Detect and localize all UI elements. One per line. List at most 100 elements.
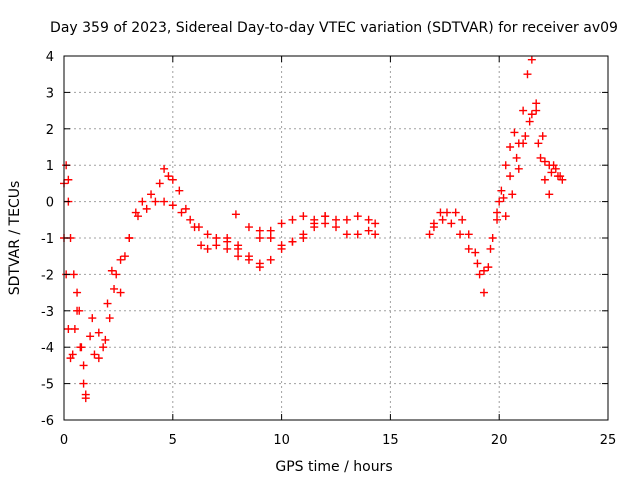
data-point [371, 230, 380, 239]
data-point [332, 223, 340, 232]
data-point [277, 219, 286, 228]
data-point [101, 335, 110, 344]
data-point [288, 237, 297, 246]
data-point [501, 161, 510, 170]
data-point [353, 230, 362, 239]
data-point [112, 270, 121, 279]
data-point [532, 99, 541, 108]
data-point [70, 325, 79, 333]
data-point [244, 252, 253, 261]
data-point [94, 328, 103, 337]
data-point [532, 106, 541, 115]
data-point [527, 55, 536, 64]
data-point [99, 343, 108, 352]
data-point [64, 175, 73, 184]
data-point [79, 361, 88, 370]
data-point [551, 164, 560, 173]
y-tick-label: -4 [41, 341, 54, 356]
y-tick-label: 4 [46, 50, 54, 65]
data-point [442, 208, 451, 217]
data-point [103, 299, 112, 308]
data-point [475, 270, 484, 279]
data-point [234, 252, 243, 261]
data-point [447, 219, 456, 228]
data-point [519, 139, 528, 148]
data-point [501, 212, 510, 221]
data-point [540, 157, 549, 166]
data-point [81, 390, 90, 399]
data-point [527, 110, 536, 119]
data-point [506, 172, 515, 181]
data-point [151, 197, 160, 206]
data-point [164, 172, 173, 181]
data-point [175, 186, 184, 195]
data-point [523, 70, 532, 79]
y-tick-label: 0 [46, 196, 54, 211]
data-point [203, 230, 212, 239]
series-track-9 [429, 99, 567, 275]
data-point [506, 143, 515, 151]
data-point [266, 226, 275, 235]
data-point [519, 106, 528, 115]
data-point [120, 252, 129, 261]
y-tick-label: -2 [41, 268, 54, 283]
data-point [525, 117, 534, 126]
data-point [244, 223, 253, 232]
data-point [508, 190, 517, 199]
data-point [168, 201, 177, 210]
data-point [168, 175, 177, 184]
data-point [277, 241, 286, 250]
data-point [438, 215, 447, 224]
y-axis-label: SDTVAR / TECUs [7, 181, 23, 296]
data-point [429, 223, 438, 232]
data-point [558, 175, 567, 184]
data-point [486, 244, 495, 253]
x-tick-label: 10 [273, 433, 290, 448]
data-point [186, 215, 195, 224]
data-point [538, 132, 547, 141]
data-point [231, 210, 240, 219]
x-tick-label: 5 [169, 433, 177, 448]
series-track-6 [244, 212, 380, 250]
data-point [255, 263, 264, 272]
data-point [110, 284, 119, 293]
series-track-7 [255, 212, 330, 242]
y-tick-label: -5 [41, 378, 54, 393]
data-point [223, 234, 232, 242]
data-point [510, 128, 519, 137]
data-point [514, 164, 523, 173]
y-tick-label: 1 [46, 159, 54, 174]
data-point [77, 343, 86, 352]
data-point [547, 168, 556, 177]
data-point [266, 255, 275, 264]
data-point [73, 288, 82, 297]
data-point [493, 215, 502, 224]
x-tick-label: 15 [382, 433, 399, 448]
data-point [138, 197, 147, 206]
data-point [364, 226, 373, 235]
data-point [451, 208, 460, 217]
data-point [160, 197, 169, 206]
y-tick-label: 3 [46, 86, 54, 101]
data-point [142, 204, 151, 213]
data-point [479, 266, 488, 275]
data-point [332, 215, 340, 224]
data-point [471, 248, 480, 257]
axis-ticks: 0 5 10 15 20 25 -6 -5 -4 -3 -2 -1 0 1 2 3 4 [41, 50, 616, 448]
data-point [69, 270, 78, 279]
y-tick-label: -6 [41, 414, 54, 429]
x-tick-label: 0 [60, 433, 68, 448]
data-point [534, 139, 543, 148]
data-point [353, 212, 362, 221]
data-point [299, 234, 308, 242]
series-track-3 [86, 172, 243, 363]
data-points [60, 55, 567, 403]
data-point [155, 179, 164, 188]
data-point [521, 132, 530, 141]
data-point [147, 190, 156, 199]
data-point [212, 234, 221, 242]
data-point [299, 212, 308, 221]
data-point [458, 215, 467, 224]
data-point [107, 266, 116, 275]
data-point [425, 230, 434, 239]
